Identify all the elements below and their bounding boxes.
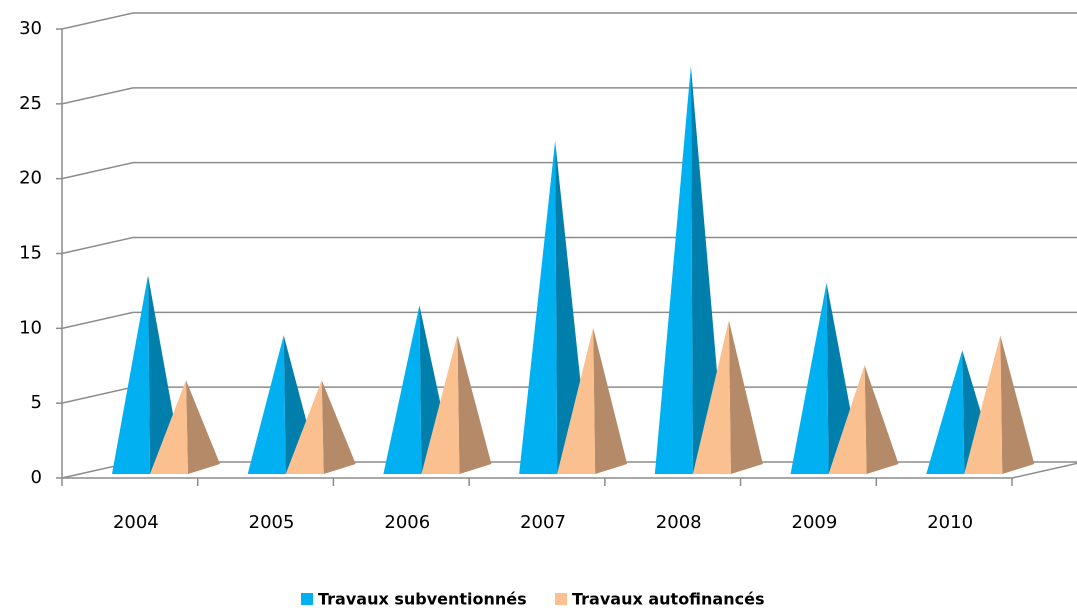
legend-swatch: [301, 593, 313, 605]
x-tick-label: 2009: [792, 512, 838, 533]
y-tick-label: 25: [19, 93, 42, 114]
pyramid-front: [112, 275, 150, 474]
pyramid-side: [186, 380, 220, 474]
legend-swatch: [555, 593, 567, 605]
x-tick-label: 2004: [113, 512, 159, 533]
pyramid: [285, 380, 356, 474]
y-tick-label: 5: [31, 392, 42, 413]
pyramid: [557, 327, 628, 474]
pyramid-side: [728, 320, 763, 474]
y-tick-label: 0: [31, 467, 42, 488]
grid-line: [61, 87, 134, 105]
pyramid-front: [150, 380, 188, 474]
floor-edge: [1011, 462, 1077, 479]
pyramid-front: [421, 335, 460, 474]
pyramid-side: [321, 380, 356, 474]
pyramid-front: [654, 65, 693, 475]
x-tick-label: 2005: [249, 512, 295, 533]
legend-label: Travaux autofinancés: [572, 590, 764, 609]
x-tick-label: 2010: [927, 512, 973, 533]
pyramid-side: [864, 365, 899, 474]
y-tick-label: 20: [19, 168, 42, 189]
pyramid: [150, 380, 220, 474]
pyramid-side: [690, 65, 725, 475]
pyramid: [654, 65, 725, 475]
x-tick-label: 2008: [656, 512, 702, 533]
grid-line: [61, 12, 134, 30]
pyramid-front: [285, 380, 324, 474]
pyramid-side: [593, 327, 628, 474]
grid-line: [61, 236, 134, 255]
pyramid-front: [926, 350, 965, 474]
pyramid: [964, 335, 1035, 474]
pyramid: [692, 320, 763, 474]
grid-line: [61, 386, 134, 404]
grid-line: [61, 161, 134, 180]
grid-line: [61, 311, 134, 330]
pyramid-front: [247, 335, 286, 474]
x-tick-label: 2006: [384, 512, 430, 533]
y-tick-label: 30: [19, 18, 42, 39]
pyramid-front: [383, 305, 422, 474]
y-tick-label: 10: [19, 317, 42, 338]
pyramid: [421, 335, 492, 474]
pyramid-front: [519, 140, 558, 474]
pyramid: [828, 365, 899, 474]
y-tick-label: 15: [19, 243, 42, 264]
x-tick-label: 2007: [520, 512, 566, 533]
pyramid-front: [828, 365, 867, 474]
pyramid-side: [457, 335, 492, 474]
pyramid-front: [557, 327, 596, 474]
pyramid-front: [964, 335, 1003, 474]
pyramid-side: [1000, 335, 1035, 474]
pyramid-front: [790, 282, 829, 474]
pyramid-front: [692, 320, 731, 474]
legend-label: Travaux subventionnés: [318, 590, 527, 609]
